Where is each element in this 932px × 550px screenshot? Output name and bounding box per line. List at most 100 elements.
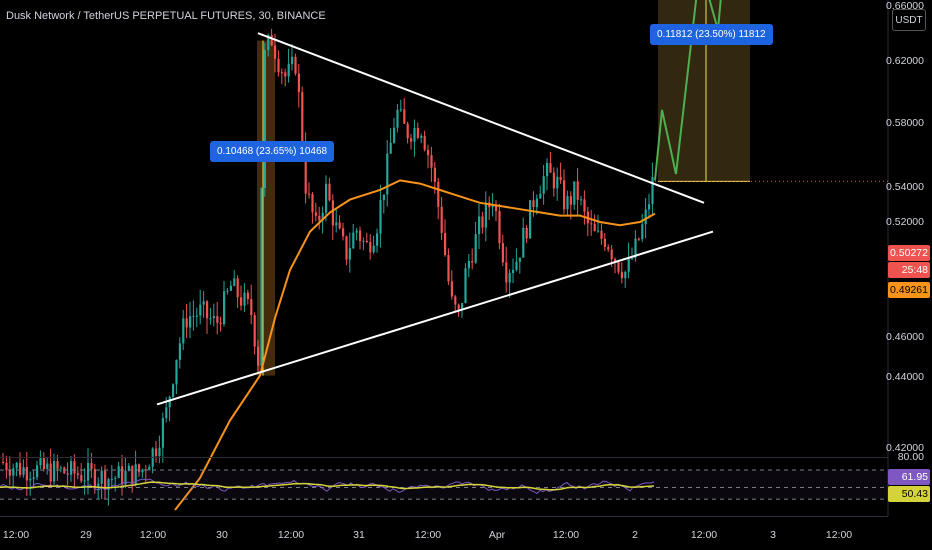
candle-body bbox=[19, 462, 22, 475]
symbol-title[interactable]: Dusk Network / TetherUS PERPETUAL FUTURE… bbox=[6, 10, 326, 22]
candle-body bbox=[168, 396, 171, 408]
price-label: 0.66000 bbox=[886, 0, 924, 12]
candle-body bbox=[471, 261, 474, 263]
time-label: 12:00 bbox=[139, 529, 167, 541]
candle-body bbox=[331, 200, 334, 226]
candle-body bbox=[192, 315, 195, 317]
candle-body bbox=[308, 193, 311, 195]
candle-body bbox=[403, 109, 406, 124]
projection-path bbox=[654, 0, 722, 181]
prev-move-callout[interactable]: 0.10468 (23.65%) 10468 bbox=[210, 141, 335, 162]
candle-body bbox=[209, 318, 212, 320]
candle-body bbox=[512, 269, 515, 273]
candle-body bbox=[216, 316, 219, 323]
candle-body bbox=[437, 181, 440, 207]
price-label: 0.52000 bbox=[886, 216, 924, 228]
candle-body bbox=[614, 259, 617, 263]
ma-value-badge: 0.49261 bbox=[888, 282, 930, 298]
candle-countdown-badge: 25:48 bbox=[888, 262, 930, 278]
candle-body bbox=[267, 35, 270, 51]
candle-body bbox=[284, 72, 287, 77]
candle-body bbox=[321, 212, 324, 221]
rsi-value-badge: 61.95 bbox=[888, 469, 930, 485]
candle-body bbox=[257, 346, 260, 366]
candle-body bbox=[189, 316, 192, 328]
candle-body bbox=[651, 176, 654, 205]
candle-body bbox=[552, 172, 555, 189]
candle-body bbox=[559, 176, 562, 181]
last-price-badge: 0.50272 bbox=[888, 245, 930, 261]
candle-body bbox=[260, 187, 263, 366]
candle-body bbox=[199, 304, 202, 316]
candle-body bbox=[42, 457, 45, 470]
currency-unit-button[interactable]: USDT bbox=[892, 9, 926, 31]
candle-body bbox=[250, 299, 253, 316]
price-label: 0.62000 bbox=[886, 55, 924, 67]
candle-body bbox=[117, 466, 120, 478]
candle-body bbox=[182, 318, 185, 344]
candle-body bbox=[175, 359, 178, 385]
candle-body bbox=[573, 181, 576, 205]
candle-body bbox=[243, 292, 246, 306]
candle-body bbox=[386, 153, 389, 195]
candle-body bbox=[440, 206, 443, 234]
candle-body bbox=[348, 248, 351, 260]
candle-body bbox=[345, 236, 348, 260]
candle-body bbox=[83, 480, 86, 482]
time-label: 12:00 bbox=[825, 529, 853, 541]
time-label: 30 bbox=[216, 529, 228, 541]
candle-body bbox=[233, 278, 236, 286]
candle-body bbox=[508, 272, 511, 283]
candle-body bbox=[297, 73, 300, 93]
candle-body bbox=[450, 281, 453, 297]
candle-body bbox=[202, 301, 205, 305]
candle-body bbox=[355, 230, 358, 233]
target-move-callout[interactable]: 0.11812 (23.50%) 11812 bbox=[650, 24, 773, 45]
candle-body bbox=[427, 149, 430, 156]
candle-body bbox=[270, 35, 273, 46]
pane-separator[interactable] bbox=[0, 457, 888, 458]
candle-body bbox=[5, 462, 8, 471]
candle-body bbox=[301, 92, 304, 148]
candle-body bbox=[325, 183, 328, 213]
time-axis-separator bbox=[0, 516, 888, 517]
candle-body bbox=[141, 469, 144, 473]
candle-body bbox=[236, 278, 239, 298]
candle-body bbox=[478, 216, 481, 235]
candle-body bbox=[291, 56, 294, 64]
candle-body bbox=[610, 249, 613, 260]
candle-body bbox=[467, 261, 470, 269]
candle-body bbox=[219, 322, 222, 325]
candle-body bbox=[352, 232, 355, 249]
candle-body bbox=[46, 463, 49, 470]
candle-body bbox=[498, 211, 501, 244]
rsi-ma-value-badge: 50.43 bbox=[888, 486, 930, 502]
candle-body bbox=[372, 245, 375, 253]
candle-body bbox=[549, 163, 552, 173]
candle-body bbox=[566, 196, 569, 210]
time-label: 12:00 bbox=[552, 529, 580, 541]
candle-body bbox=[148, 466, 151, 471]
candle-body bbox=[318, 215, 321, 221]
price-label: 0.54000 bbox=[886, 181, 924, 193]
candle-body bbox=[631, 257, 634, 259]
candle-body bbox=[590, 223, 593, 225]
time-label: 2 bbox=[632, 529, 638, 541]
candle-body bbox=[569, 196, 572, 205]
candle-body bbox=[641, 224, 644, 240]
candle-body bbox=[70, 461, 73, 475]
candle-body bbox=[423, 135, 426, 150]
rsi-band bbox=[0, 470, 888, 500]
candle-body bbox=[593, 223, 596, 231]
candle-body bbox=[399, 109, 402, 111]
moving-average-line bbox=[174, 179, 656, 511]
candle-body bbox=[393, 127, 396, 143]
candle-body bbox=[447, 255, 450, 282]
time-label: 29 bbox=[80, 529, 92, 541]
candle-body bbox=[25, 467, 28, 481]
candle-body bbox=[342, 228, 345, 237]
candle-body bbox=[410, 138, 413, 142]
candle-body bbox=[29, 478, 32, 481]
candle-body bbox=[90, 463, 93, 470]
